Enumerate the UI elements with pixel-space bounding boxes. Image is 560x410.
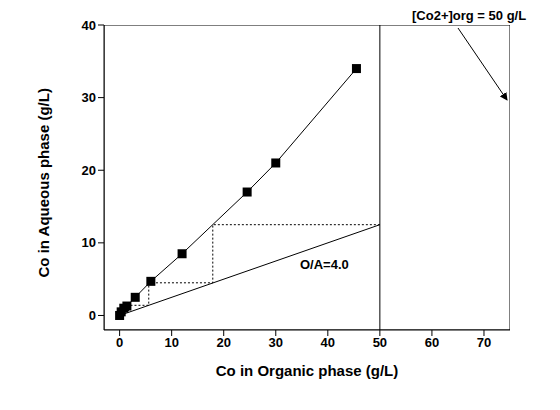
svg-text:10: 10 xyxy=(82,235,96,250)
svg-text:40: 40 xyxy=(82,18,96,33)
svg-text:20: 20 xyxy=(216,335,230,350)
svg-text:Co in Organic phase (g/L): Co in Organic phase (g/L) xyxy=(216,362,399,379)
svg-text:0: 0 xyxy=(116,335,123,350)
svg-text:30: 30 xyxy=(82,90,96,105)
html-text:[Co2+]org = 50 g/L: [Co2+]org = 50 g/L xyxy=(412,8,527,23)
svg-text:0: 0 xyxy=(89,308,96,323)
svg-text:30: 30 xyxy=(269,335,283,350)
svg-text:40: 40 xyxy=(321,335,335,350)
svg-text:70: 70 xyxy=(477,335,491,350)
svg-text:20: 20 xyxy=(82,163,96,178)
svg-text:Co in Aqueous phase (g/L): Co in Aqueous phase (g/L) xyxy=(35,88,52,277)
svg-text:60: 60 xyxy=(425,335,439,350)
svg-text:50: 50 xyxy=(373,335,387,350)
html-text:O/A=4.0: O/A=4.0 xyxy=(300,257,349,272)
svg-text:10: 10 xyxy=(164,335,178,350)
